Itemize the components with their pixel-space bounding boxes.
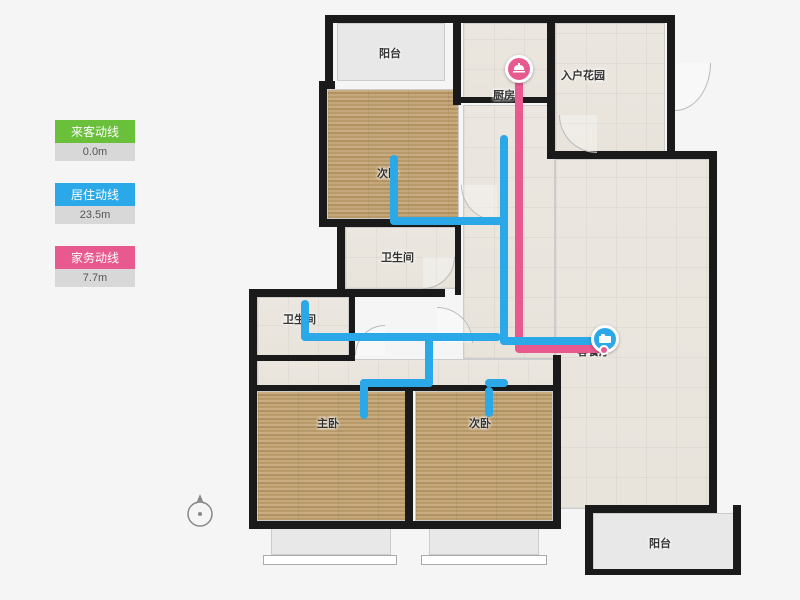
- legend-item-housework: 家务动线 7.7m: [55, 246, 135, 287]
- room-master-bedroom: [257, 391, 407, 521]
- legend-panel: 来客动线 0.0m 居住动线 23.5m 家务动线 7.7m: [55, 120, 135, 309]
- label-entry-garden: 入户花园: [561, 67, 605, 83]
- wall: [405, 385, 413, 529]
- legend-value: 0.0m: [55, 143, 135, 161]
- legend-item-living: 居住动线 23.5m: [55, 183, 135, 224]
- wall: [585, 569, 741, 575]
- legend-label: 家务动线: [55, 246, 135, 269]
- room-bedroom2-top: [327, 89, 459, 219]
- room-balcony-bed2: [429, 525, 539, 555]
- wall: [547, 151, 717, 159]
- room-bathroom2: [257, 297, 349, 357]
- window: [263, 555, 397, 565]
- wall: [249, 289, 445, 297]
- wall: [733, 505, 741, 575]
- room-bedroom2-bottom: [415, 391, 553, 521]
- wall: [249, 289, 257, 529]
- wall: [547, 15, 555, 159]
- label-bathroom1: 卫生间: [381, 249, 414, 265]
- wall: [325, 15, 675, 23]
- wall: [667, 15, 675, 159]
- label-bathroom2: 卫生间: [283, 311, 316, 327]
- legend-label: 居住动线: [55, 183, 135, 206]
- wall: [453, 15, 461, 105]
- label-bedroom2-bottom: 次卧: [469, 415, 491, 431]
- legend-item-guest: 来客动线 0.0m: [55, 120, 135, 161]
- wall: [709, 151, 717, 513]
- wall: [553, 355, 561, 529]
- wall: [249, 385, 559, 391]
- window: [421, 555, 547, 565]
- wall: [455, 219, 461, 295]
- kitchen-icon: [505, 55, 533, 83]
- legend-label: 来客动线: [55, 120, 135, 143]
- label-bedroom2-top: 次卧: [377, 165, 399, 181]
- legend-value: 23.5m: [55, 206, 135, 224]
- floorplan: 阳台 厨房 入户花园 次卧 卫生间 卫生间 主卧 次卧 客餐厅 阳台: [205, 15, 740, 585]
- wall: [405, 521, 561, 529]
- room-balcony-master: [271, 525, 391, 555]
- room-hallway: [463, 105, 555, 359]
- label-kitchen: 厨房: [493, 87, 515, 103]
- wall: [325, 15, 333, 89]
- wall: [249, 521, 409, 529]
- label-master-bedroom: 主卧: [317, 415, 339, 431]
- label-balcony-top: 阳台: [379, 45, 401, 61]
- door: [355, 325, 385, 355]
- wall: [249, 355, 355, 361]
- wall: [319, 219, 461, 227]
- wall: [585, 505, 593, 575]
- wall: [337, 227, 345, 289]
- path-end-dot: [599, 345, 609, 355]
- label-balcony-bottom: 阳台: [649, 535, 671, 551]
- room-living-dining: [555, 159, 715, 509]
- door: [675, 63, 711, 111]
- wall: [585, 505, 717, 513]
- wall: [349, 297, 355, 357]
- wall: [319, 81, 327, 227]
- legend-value: 7.7m: [55, 269, 135, 287]
